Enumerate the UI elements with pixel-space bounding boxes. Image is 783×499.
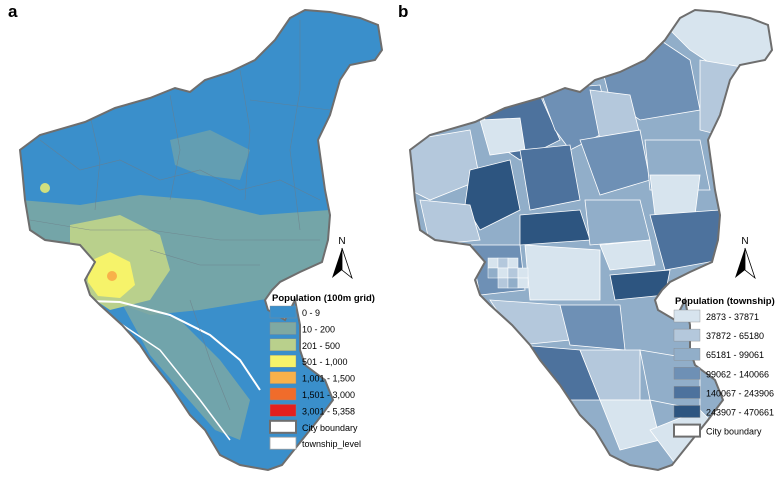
map-a-city-boundary [18, 8, 384, 472]
north-arrow-a-letter: N [338, 236, 345, 247]
panel-a: a [8, 2, 384, 472]
legend-swatch [269, 371, 297, 384]
legend-item: 140067 - 243906 [673, 386, 774, 399]
north-arrow-a: N [332, 236, 353, 280]
legend-swatch [269, 404, 297, 417]
legend-label: City boundary [302, 423, 358, 433]
legend-label: 37872 - 65180 [706, 331, 764, 341]
panel-b-letter: b [398, 2, 408, 21]
legend-label: 1,501 - 3,000 [302, 390, 355, 400]
legend-item: 37872 - 65180 [673, 328, 764, 342]
legend-label: 243907 - 470661 [706, 408, 774, 418]
map-b-city-boundary [408, 8, 774, 472]
legend-swatch [673, 348, 701, 361]
legend-item: 0 - 9 [269, 305, 320, 319]
map-b-urban-townships [487, 257, 529, 289]
map-a-township-lines [29, 20, 331, 411]
legend-swatch [673, 309, 701, 323]
legend-swatch [269, 436, 297, 450]
legend-item: 2873 - 37871 [673, 309, 759, 323]
legend-item: 1,501 - 3,000 [269, 387, 355, 401]
map-a-core-hotspot [107, 271, 117, 281]
legend-swatch [269, 338, 297, 351]
legend-item: 3,001 - 5,358 [269, 404, 355, 417]
legend-item: 201 - 500 [269, 338, 340, 351]
legend-item: 501 - 1,000 [269, 355, 348, 368]
legend-label: 99062 - 140066 [706, 369, 769, 379]
legend-item: 243907 - 470661 [673, 405, 774, 418]
legend-swatch [673, 328, 701, 342]
panel-b: b [398, 2, 775, 472]
panel-a-letter: a [8, 2, 18, 21]
legend-label: 65181 - 99061 [706, 350, 764, 360]
legend-swatch [269, 355, 297, 368]
legend-label: 501 - 1,000 [302, 357, 348, 367]
legend-item: township_level [269, 436, 361, 450]
legend-swatch [673, 386, 701, 399]
map-b [408, 8, 774, 472]
legend-b: Population (township) 2873 - 37871 37872 … [673, 296, 775, 438]
legend-swatch [269, 419, 297, 434]
legend-item: City boundary [673, 423, 762, 438]
legend-item: City boundary [269, 419, 358, 434]
legend-a-title: Population (100m grid) [272, 293, 375, 304]
north-arrow-b-letter: N [741, 236, 748, 247]
legend-swatch [673, 367, 701, 380]
legend-label: 1,001 - 1,500 [302, 374, 355, 384]
legend-label: 140067 - 243906 [706, 388, 774, 398]
north-arrow-a-right [341, 247, 353, 280]
map-a-south-mid-density [120, 300, 250, 440]
legend-label: City boundary [706, 427, 762, 437]
legend-item: 10 - 200 [269, 322, 335, 335]
legend-a-items: 0 - 9 10 - 200 201 - 500 501 - 1,000 1,001 -… [269, 305, 361, 450]
legend-b-title: Population (township) [675, 296, 775, 307]
legend-item: 99062 - 140066 [673, 367, 769, 380]
legend-label: 0 - 9 [302, 308, 320, 318]
legend-b-items: 2873 - 37871 37872 - 65180 65181 - 99061 99… [673, 309, 774, 438]
legend-label: township_level [302, 439, 361, 449]
legend-a: Population (100m grid) 0 - 9 10 - 200 201 … [269, 293, 375, 450]
legend-swatch [269, 387, 297, 401]
map-a-west-hotspot [40, 183, 50, 193]
legend-item: 1,001 - 1,500 [269, 371, 355, 384]
north-arrow-b-right [744, 247, 756, 280]
map-b-townships [410, 10, 772, 470]
map-a-river [59, 299, 261, 391]
legend-swatch [269, 305, 297, 319]
legend-swatch [673, 423, 701, 438]
legend-item: 65181 - 99061 [673, 348, 764, 361]
map-a-north-mid-density [170, 130, 250, 180]
legend-swatch [673, 405, 701, 418]
north-arrow-b: N [735, 236, 756, 280]
north-arrow-a-left [332, 248, 342, 278]
legend-label: 10 - 200 [302, 324, 335, 334]
legend-label: 3,001 - 5,358 [302, 406, 355, 416]
map-a-river-branch [99, 309, 231, 441]
legend-label: 201 - 500 [302, 341, 340, 351]
north-arrow-b-left [735, 248, 745, 278]
legend-swatch [269, 322, 297, 335]
legend-label: 2873 - 37871 [706, 312, 759, 322]
